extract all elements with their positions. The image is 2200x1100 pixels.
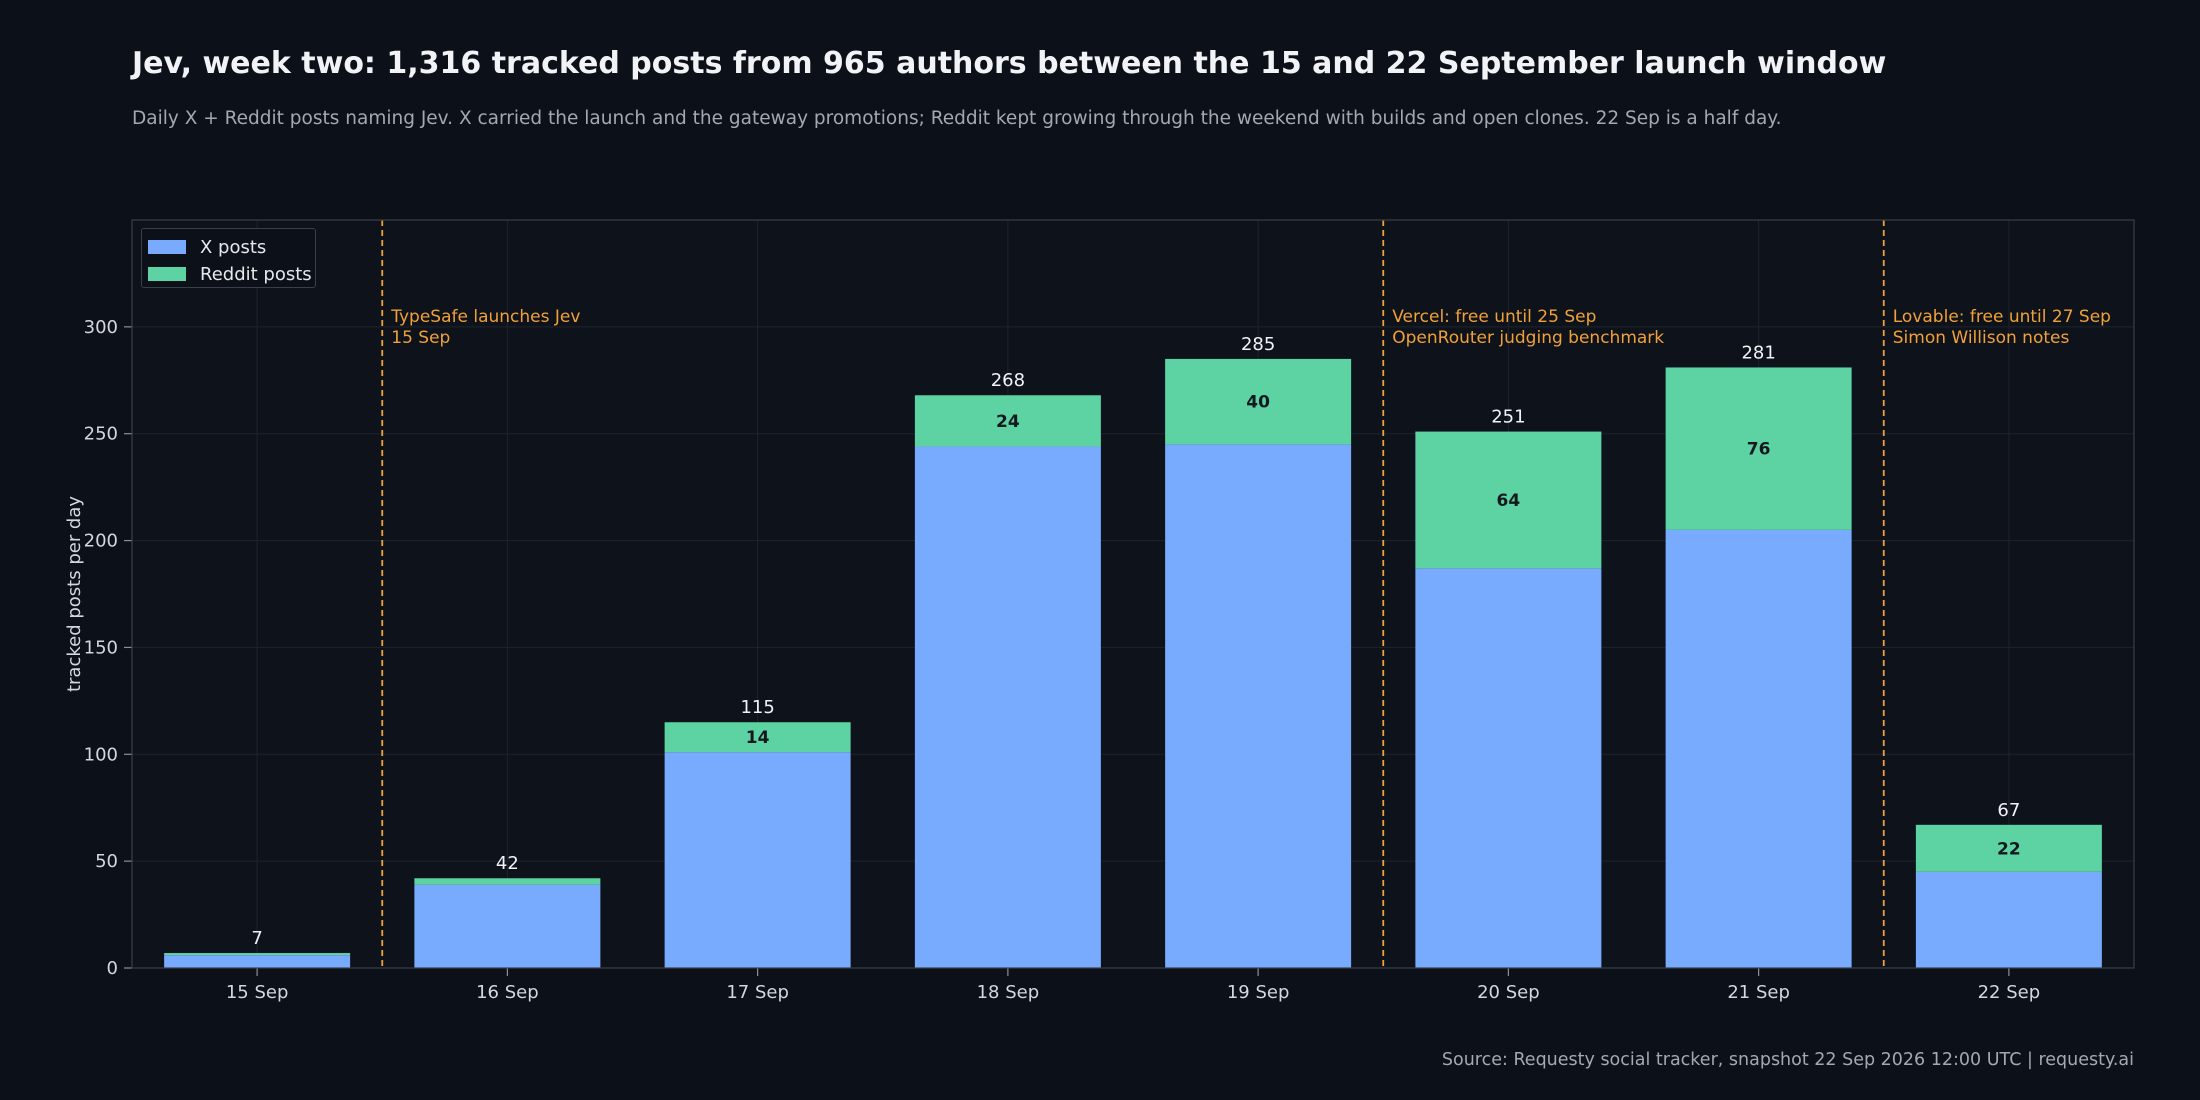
y-tick-label: 150	[84, 637, 118, 658]
chart-subtitle: Daily X + Reddit posts naming Jev. X car…	[132, 108, 1782, 129]
chart-title: Jev, week two: 1,316 tracked posts from …	[132, 46, 1887, 81]
bar-x-posts	[1415, 568, 1602, 968]
legend: X posts Reddit posts	[141, 228, 316, 288]
bar-total-label: 281	[1741, 342, 1775, 363]
legend-item-x-posts: X posts	[142, 235, 266, 259]
x-tick-label: 18 Sep	[977, 982, 1040, 1003]
bar-total-label: 7	[251, 928, 262, 949]
bar-reddit-posts	[664, 722, 851, 753]
annotation-label: Vercel: free until 25 Sep	[1392, 307, 1596, 327]
bar-reddit-posts	[164, 953, 351, 956]
bar-reddit-posts	[1165, 358, 1352, 445]
annotation-label: OpenRouter judging benchmark	[1392, 328, 1664, 348]
x-tick-label: 20 Sep	[1477, 982, 1540, 1003]
x-tick-label: 22 Sep	[1978, 982, 2041, 1003]
y-tick-label: 100	[84, 744, 118, 765]
reddit-value-label: 24	[996, 412, 1020, 432]
y-tick-label: 300	[84, 317, 118, 338]
y-tick-label: 200	[84, 531, 118, 552]
bar-x-posts	[1665, 529, 1852, 968]
annotation-label: Lovable: free until 27 Sep	[1893, 307, 2111, 327]
bar-reddit-posts	[914, 395, 1101, 447]
bar-x-posts	[164, 955, 351, 968]
x-tick-label: 17 Sep	[726, 982, 789, 1003]
bar-total-label: 42	[496, 853, 519, 874]
x-tick-label: 15 Sep	[226, 982, 289, 1003]
plot-frame	[131, 219, 2135, 969]
source-note: Source: Requesty social tracker, snapsho…	[1441, 1050, 2134, 1070]
y-tick-label: 250	[84, 424, 118, 445]
legend-item-reddit-posts: Reddit posts	[142, 262, 312, 286]
bar-total-label: 67	[1997, 800, 2020, 821]
stacked-bar-chart: 0 50 100 150 200 250 300 7 15 Sep 42 16 Sep 14 115 17…	[64, 219, 2135, 1003]
bar-total-label: 285	[1241, 334, 1275, 355]
annotation-label: Simon Willison notes	[1893, 328, 2070, 348]
reddit-value-label: 76	[1747, 440, 1771, 460]
y-tick-label: 0	[107, 958, 118, 979]
reddit-value-label: 14	[746, 728, 770, 748]
x-tick-label: 16 Sep	[476, 982, 539, 1003]
annotation-label: TypeSafe launches Jev	[390, 307, 580, 327]
legend-swatch-reddit-posts	[148, 267, 186, 281]
bar-reddit-posts	[414, 878, 601, 885]
bar-total-label: 115	[740, 697, 774, 718]
x-tick-label: 21 Sep	[1727, 982, 1790, 1003]
legend-label-reddit-posts: Reddit posts	[200, 263, 312, 285]
bar-x-posts	[914, 446, 1101, 969]
reddit-value-label: 64	[1497, 491, 1521, 511]
bar-reddit-posts	[1915, 824, 2102, 872]
x-tick-label: 19 Sep	[1227, 982, 1290, 1003]
annotation-label: 15 Sep	[391, 328, 450, 348]
bar-x-posts	[1915, 871, 2102, 968]
bar-x-posts	[1165, 444, 1352, 968]
legend-swatch-x-posts	[148, 240, 186, 254]
y-axis-label: tracked posts per day	[64, 496, 85, 692]
bar-x-posts	[664, 752, 851, 968]
y-tick-label: 50	[95, 851, 118, 872]
bar-total-label: 251	[1491, 407, 1525, 428]
reddit-value-label: 22	[1997, 839, 2021, 859]
bar-total-label: 268	[991, 370, 1025, 391]
bar-reddit-posts	[1665, 367, 1852, 530]
bar-x-posts	[414, 884, 601, 968]
bar-reddit-posts	[1415, 431, 1602, 569]
reddit-value-label: 40	[1246, 393, 1270, 413]
legend-label-x-posts: X posts	[200, 236, 267, 258]
